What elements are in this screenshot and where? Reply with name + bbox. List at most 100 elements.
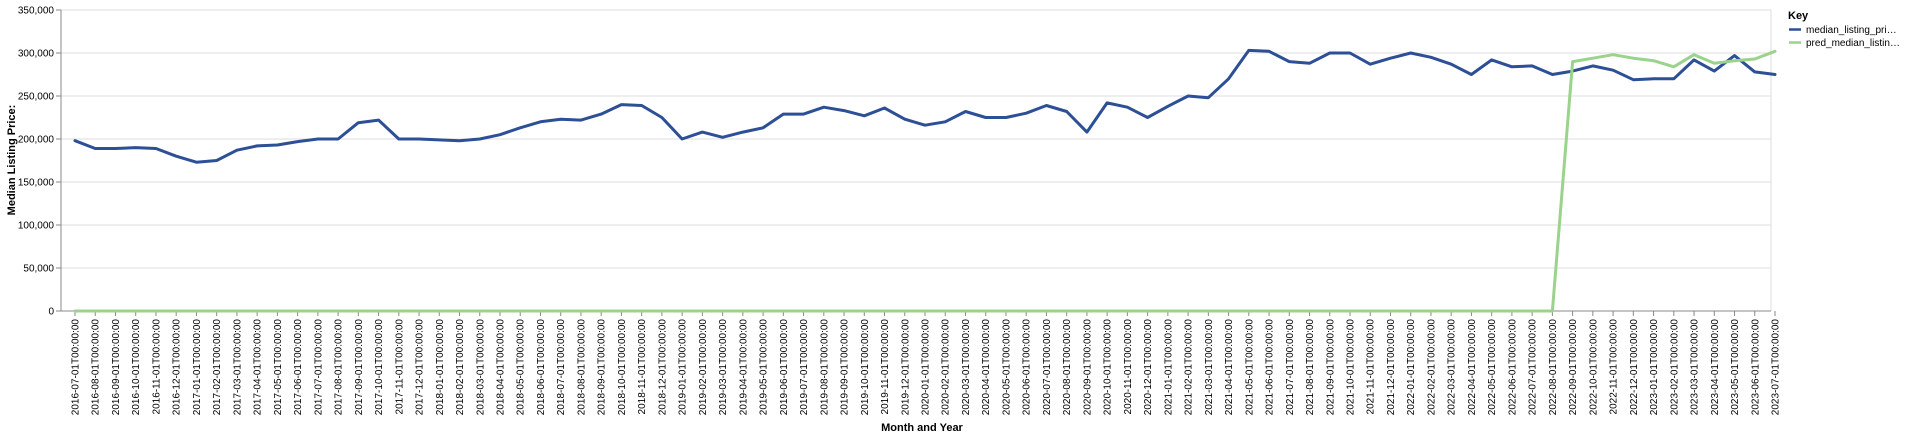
x-tick-label: 2019-11-01T00:00:00 xyxy=(880,319,891,415)
series-line-2 xyxy=(73,49,1777,313)
x-tick-label: 2018-05-01T00:00:00 xyxy=(516,319,527,416)
x-tick-label: 2017-05-01T00:00:00 xyxy=(273,319,284,416)
x-tick-label: 2022-10-01T00:00:00 xyxy=(1588,319,1599,416)
x-tick-label: 2021-12-01T00:00:00 xyxy=(1386,319,1397,416)
x-tick-label: 2016-10-01T00:00:00 xyxy=(131,319,142,416)
series-line-1 xyxy=(73,48,1777,164)
x-tick-label: 2017-09-01T00:00:00 xyxy=(354,319,365,416)
x-tick-label: 2021-09-01T00:00:00 xyxy=(1325,319,1336,416)
x-tick-label: 2020-06-01T00:00:00 xyxy=(1022,319,1033,416)
x-tick-label: 2019-04-01T00:00:00 xyxy=(738,319,749,416)
x-tick-label: 2023-01-01T00:00:00 xyxy=(1649,319,1660,416)
x-tick-label: 2018-02-01T00:00:00 xyxy=(455,319,466,416)
x-tick-label: 2021-06-01T00:00:00 xyxy=(1265,319,1276,416)
x-tick-label: 2020-04-01T00:00:00 xyxy=(981,319,992,416)
x-tick-label: 2018-04-01T00:00:00 xyxy=(496,319,507,416)
x-tick-label: 2018-01-01T00:00:00 xyxy=(435,319,446,416)
x-tick-label: 2017-07-01T00:00:00 xyxy=(313,319,324,416)
y-axis-title: Median Listing Price: xyxy=(6,105,18,216)
x-tick-label: 2020-08-01T00:00:00 xyxy=(1062,319,1073,416)
x-tick-label: 2021-02-01T00:00:00 xyxy=(1184,319,1195,416)
x-tick-label: 2017-01-01T00:00:00 xyxy=(192,319,203,416)
x-tick-label: 2022-12-01T00:00:00 xyxy=(1629,319,1640,416)
legend: Key median_listing_pri… pred_median_listi… xyxy=(1788,10,1900,49)
y-tick-label: 350,000 xyxy=(18,6,55,17)
x-tick-label: 2019-06-01T00:00:00 xyxy=(779,319,790,416)
y-tick-label: 150,000 xyxy=(18,178,55,189)
x-tick-label: 2017-11-01T00:00:00 xyxy=(394,319,405,415)
x-tick-label: 2016-11-01T00:00:00 xyxy=(151,319,162,415)
x-tick-label: 2021-01-01T00:00:00 xyxy=(1163,319,1174,416)
legend-title: Key xyxy=(1788,10,1809,22)
x-tick-label: 2017-10-01T00:00:00 xyxy=(374,319,385,416)
legend-label: median_listing_pri… xyxy=(1806,25,1897,36)
x-tick-label: 2021-04-01T00:00:00 xyxy=(1224,319,1235,416)
x-tick-label: 2020-09-01T00:00:00 xyxy=(1082,319,1093,416)
x-tick-label: 2017-12-01T00:00:00 xyxy=(415,319,426,416)
x-tick-label: 2020-07-01T00:00:00 xyxy=(1042,319,1053,416)
x-tick-label: 2021-05-01T00:00:00 xyxy=(1244,319,1255,416)
x-tick-label: 2023-02-01T00:00:00 xyxy=(1669,319,1680,416)
y-tick-label: 50,000 xyxy=(23,264,54,275)
x-tick-label: 2022-08-01T00:00:00 xyxy=(1548,319,1559,416)
x-tick-label: 2018-12-01T00:00:00 xyxy=(657,319,668,416)
x-tick-label: 2018-11-01T00:00:00 xyxy=(637,319,648,415)
x-tick-label: 2020-05-01T00:00:00 xyxy=(1001,319,1012,416)
x-tick-label: 2020-02-01T00:00:00 xyxy=(941,319,952,416)
x-axis: 2016-07-01T00:00:00 2016-08-01T00:00:00 20… xyxy=(61,310,1782,416)
y-tick-label: 0 xyxy=(48,307,54,318)
x-tick-label: 2018-10-01T00:00:00 xyxy=(617,319,628,416)
x-tick-label: 2022-01-01T00:00:00 xyxy=(1406,319,1417,416)
x-tick-label: 2022-07-01T00:00:00 xyxy=(1528,319,1539,416)
x-tick-label: 2019-03-01T00:00:00 xyxy=(718,319,729,416)
x-tick-label: 2019-07-01T00:00:00 xyxy=(799,319,810,416)
x-tick-label: 2018-06-01T00:00:00 xyxy=(536,319,547,416)
x-tick-label: 2021-10-01T00:00:00 xyxy=(1346,319,1357,416)
x-axis-title: Month and Year xyxy=(881,422,963,434)
x-tick-label: 2016-07-01T00:00:00 xyxy=(71,319,82,416)
x-tick-label: 2022-06-01T00:00:00 xyxy=(1507,319,1518,416)
x-tick-label: 2019-12-01T00:00:00 xyxy=(900,319,911,416)
x-tick-label: 2016-08-01T00:00:00 xyxy=(91,319,102,416)
series-layer xyxy=(73,48,1777,313)
x-tick-label: 2020-11-01T00:00:00 xyxy=(1123,319,1134,415)
x-tick-label: 2019-05-01T00:00:00 xyxy=(759,319,770,416)
x-tick-label: 2020-12-01T00:00:00 xyxy=(1143,319,1154,416)
x-tick-label: 2017-02-01T00:00:00 xyxy=(212,319,223,416)
x-tick-label: 2020-10-01T00:00:00 xyxy=(1103,319,1114,416)
y-tick-label: 100,000 xyxy=(18,221,55,232)
x-tick-label: 2021-07-01T00:00:00 xyxy=(1285,319,1296,416)
x-tick-label: 2023-07-01T00:00:00 xyxy=(1771,319,1782,416)
x-tick-label: 2017-04-01T00:00:00 xyxy=(253,319,264,416)
y-tick-label: 250,000 xyxy=(18,92,55,103)
x-tick-label: 2023-06-01T00:00:00 xyxy=(1750,319,1761,416)
y-axis: 0 50,000 100,000 150,000 200,000 250,000 300,0… xyxy=(18,6,62,318)
x-tick-label: 2021-03-01T00:00:00 xyxy=(1204,319,1215,416)
x-tick-label: 2022-04-01T00:00:00 xyxy=(1467,319,1478,416)
x-tick-label: 2022-11-01T00:00:00 xyxy=(1609,319,1620,415)
x-tick-label: 2023-03-01T00:00:00 xyxy=(1690,319,1701,416)
x-tick-label: 2021-11-01T00:00:00 xyxy=(1366,319,1377,415)
grid-layer xyxy=(61,9,1772,312)
x-tick-label: 2019-02-01T00:00:00 xyxy=(698,319,709,416)
x-tick-label: 2018-08-01T00:00:00 xyxy=(576,319,587,416)
x-tick-label: 2019-01-01T00:00:00 xyxy=(678,319,689,416)
x-tick-label: 2023-04-01T00:00:00 xyxy=(1710,319,1721,416)
x-tick-label: 2017-03-01T00:00:00 xyxy=(232,319,243,416)
x-tick-label: 2022-09-01T00:00:00 xyxy=(1568,319,1579,416)
y-tick-label: 200,000 xyxy=(18,135,55,146)
x-tick-label: 2017-08-01T00:00:00 xyxy=(334,319,345,416)
x-tick-label: 2020-03-01T00:00:00 xyxy=(961,319,972,416)
x-tick-label: 2019-10-01T00:00:00 xyxy=(860,319,871,416)
x-tick-label: 2018-03-01T00:00:00 xyxy=(475,319,486,416)
x-tick-label: 2019-09-01T00:00:00 xyxy=(840,319,851,416)
x-tick-label: 2021-08-01T00:00:00 xyxy=(1305,319,1316,416)
x-tick-label: 2022-03-01T00:00:00 xyxy=(1447,319,1458,416)
x-tick-label: 2017-06-01T00:00:00 xyxy=(293,319,304,416)
x-tick-label: 2018-09-01T00:00:00 xyxy=(597,319,608,416)
x-tick-label: 2022-02-01T00:00:00 xyxy=(1426,319,1437,416)
x-tick-label: 2018-07-01T00:00:00 xyxy=(556,319,567,416)
legend-label: pred_median_listin… xyxy=(1806,38,1900,49)
y-tick-label: 300,000 xyxy=(18,49,55,60)
